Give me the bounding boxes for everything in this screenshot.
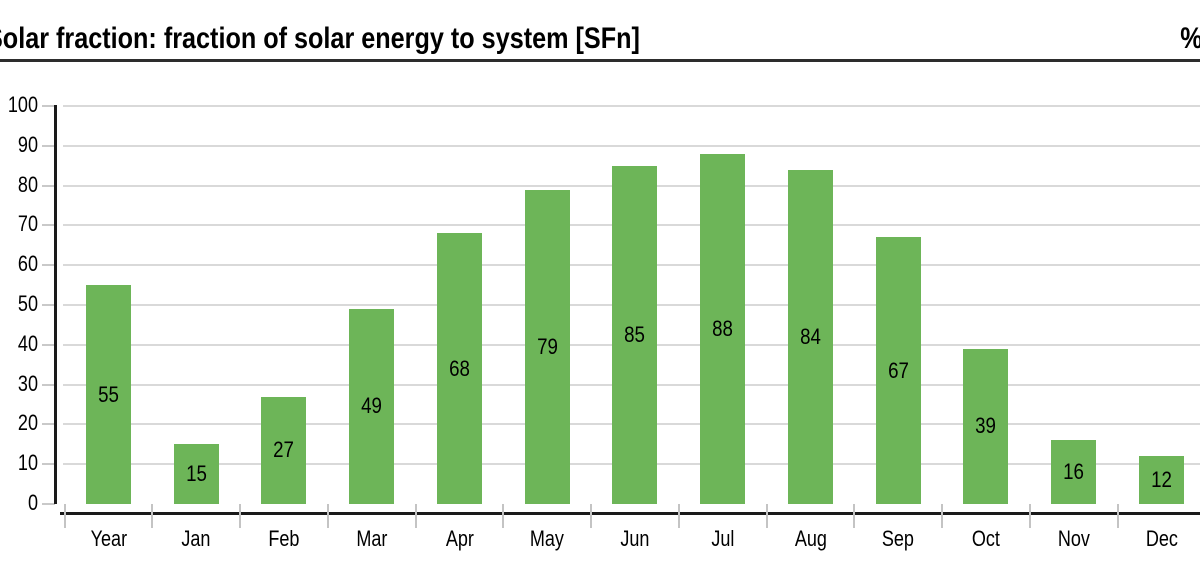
y-tick (42, 423, 55, 426)
y-gridline (63, 144, 1200, 147)
bar (524, 189, 570, 504)
x-category-label: Year (90, 526, 127, 551)
x-category-label: Nov (1057, 526, 1090, 551)
bar-value-label: 15 (185, 461, 207, 487)
x-divider (502, 504, 505, 528)
y-tick-label: 100 (7, 92, 38, 117)
y-tick-label: 80 (17, 171, 38, 197)
y-tick (42, 144, 55, 147)
bar-value-label: 55 (97, 381, 119, 407)
x-category-label: Mar (356, 526, 388, 551)
bar (349, 308, 395, 504)
bar (85, 285, 131, 504)
x-category-label: Feb (268, 526, 300, 551)
bar (1051, 440, 1097, 504)
y-tick (42, 463, 55, 466)
bar (787, 169, 833, 504)
y-tick (42, 184, 55, 187)
y-tick (42, 224, 55, 227)
y-tick-label: 40 (17, 330, 38, 356)
y-tick-label: 90 (17, 131, 38, 157)
bar (173, 444, 219, 504)
y-gridline (63, 105, 1200, 107)
x-category-label: Dec (1145, 526, 1178, 551)
bar-value-label: 88 (712, 315, 734, 341)
y-tick-label: 0 (27, 490, 38, 515)
bar (1138, 456, 1184, 504)
x-category-label: Sep (882, 526, 915, 551)
bar-value-label: 49 (361, 393, 383, 419)
bar-value-label: 79 (536, 333, 558, 359)
y-tick-label: 10 (17, 450, 38, 476)
y-tick (42, 264, 55, 267)
y-tick-label: 50 (17, 291, 38, 316)
x-divider (853, 504, 856, 528)
y-axis-line (54, 105, 57, 504)
x-divider (1028, 504, 1031, 528)
x-divider (151, 504, 154, 528)
bar (875, 237, 921, 504)
x-category-label: Jan (181, 526, 211, 551)
bar (963, 348, 1009, 504)
y-tick-label: 70 (17, 211, 38, 237)
x-divider (326, 504, 329, 528)
bar-value-label: 85 (624, 321, 646, 347)
bar-value-label: 67 (887, 357, 909, 383)
x-category-label: Apr (445, 526, 474, 551)
x-category-label: May (530, 526, 565, 551)
bar (436, 233, 482, 504)
x-divider (590, 504, 592, 528)
y-tick (42, 503, 55, 505)
bar-value-label: 39 (975, 413, 997, 439)
x-axis-line (60, 512, 1200, 515)
y-tick (42, 304, 55, 306)
y-tick (42, 343, 55, 346)
x-divider (1116, 504, 1119, 528)
y-tick-label: 20 (17, 410, 38, 436)
x-divider (765, 504, 768, 528)
chart-title: Solar fraction: fraction of solar energy… (0, 22, 640, 55)
x-divider (414, 504, 417, 528)
x-category-label: Jun (620, 526, 650, 551)
y-tick-label: 30 (17, 370, 38, 396)
bar (612, 165, 658, 504)
x-divider (677, 504, 680, 528)
bar-value-label: 27 (273, 437, 295, 463)
bar-value-label: 84 (799, 323, 821, 349)
x-category-label: Jul (711, 526, 735, 551)
bar-value-label: 16 (1063, 459, 1085, 485)
x-divider (63, 504, 66, 528)
bar (261, 396, 307, 504)
bar-value-label: 12 (1150, 467, 1172, 493)
y-tick (42, 383, 55, 386)
y-tick (42, 105, 55, 107)
x-category-label: Aug (794, 526, 827, 551)
bar-value-label: 68 (448, 355, 470, 381)
x-category-label: Oct (971, 526, 1000, 551)
x-divider (239, 504, 241, 528)
y-tick-label: 60 (17, 251, 38, 277)
title-underline (0, 59, 1200, 62)
bar (700, 153, 746, 504)
unit-label: % (1181, 22, 1200, 56)
x-divider (941, 504, 943, 528)
